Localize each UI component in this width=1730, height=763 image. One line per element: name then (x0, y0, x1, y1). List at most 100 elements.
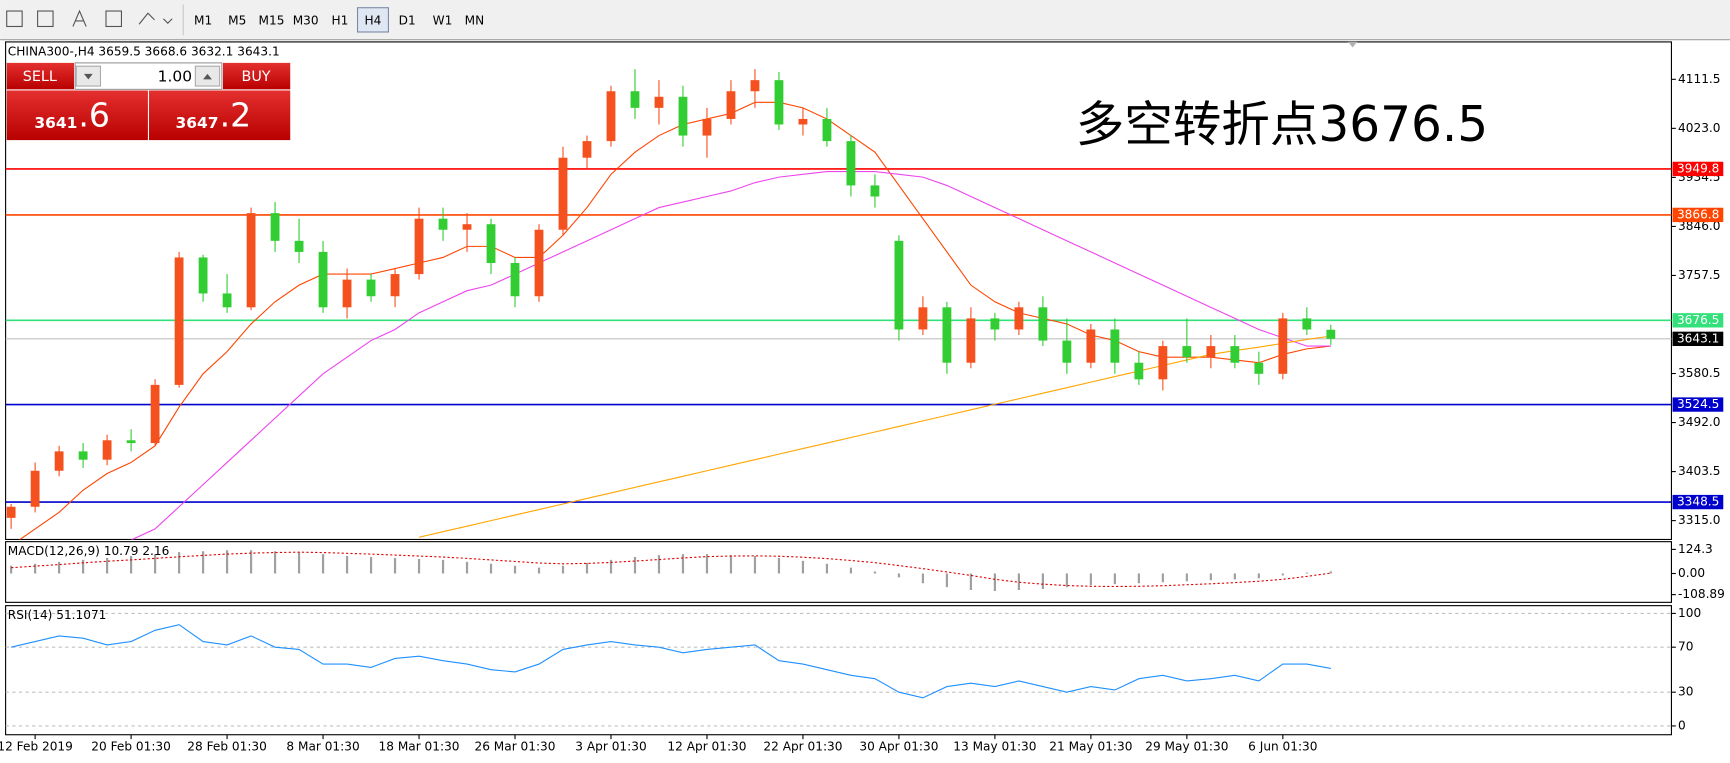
candle-body (198, 257, 208, 294)
x-tick-label: 28 Feb 01:30 (187, 739, 267, 753)
sell-label[interactable]: SELL (23, 69, 57, 85)
candle-body (126, 440, 136, 444)
level-label-box (1672, 331, 1724, 347)
candle-body (222, 293, 232, 308)
level-label: 3866.8 (1677, 207, 1719, 221)
sell-button[interactable] (6, 62, 75, 90)
candle-body (1038, 307, 1048, 341)
x-tick-label: 6 Jun 01:30 (1248, 739, 1317, 753)
candle-body (942, 307, 952, 363)
candle-body (990, 318, 1000, 330)
toolbar (0, 0, 1730, 40)
rsi-line (10, 624, 1331, 699)
timeframe-label[interactable]: D1 (399, 13, 416, 27)
candle-body (1062, 340, 1072, 363)
timeframe-label[interactable]: M5 (228, 13, 246, 27)
tool-text[interactable] (72, 9, 87, 27)
rsi-panel (5, 605, 1672, 736)
timeframe-label[interactable]: H1 (331, 13, 348, 27)
candle-body (174, 257, 184, 385)
candle-body (1230, 346, 1240, 363)
candle-body (1182, 346, 1192, 358)
candle-body (366, 279, 376, 297)
candle-body (558, 157, 568, 230)
chart-header: CHINA300-,H4 3659.5 3668.6 3632.1 3643.1 (8, 44, 280, 58)
tool-label[interactable] (105, 10, 122, 28)
buy-button[interactable] (222, 62, 291, 90)
timeframe-label[interactable]: M15 (259, 13, 285, 27)
macd-signal (11, 551, 1331, 588)
candle-body (318, 251, 328, 308)
level-label-box (1672, 161, 1724, 177)
moving-average (130, 171, 1331, 540)
candle-body (894, 240, 904, 330)
lot-decrease-icon (83, 73, 93, 80)
candle-body (654, 96, 664, 108)
y-tick-label: 70 (1678, 640, 1693, 654)
candle-body (342, 279, 352, 308)
candle-body (1302, 318, 1312, 330)
candle-body (1254, 362, 1264, 374)
y-tick-label: 4023.0 (1678, 121, 1720, 135)
candle-body (246, 213, 256, 308)
ask-main: 3647 (176, 114, 219, 132)
candle-body (726, 91, 736, 119)
tool-grid[interactable] (37, 10, 54, 28)
candle-body (438, 218, 448, 230)
level-label: 3643.1 (1677, 331, 1719, 345)
candle-body (798, 118, 808, 125)
macd-plot (10, 550, 1332, 591)
lot-value[interactable]: 1.00 (158, 68, 192, 86)
y-tick-label: 30 (1678, 685, 1693, 699)
rsi-title: RSI(14) 51.1071 (8, 608, 107, 622)
x-tick-label: 29 May 01:30 (1145, 739, 1228, 753)
axes: 4111.54023.03934.53846.03757.53580.53492… (0, 72, 1725, 754)
candle-body (78, 451, 88, 460)
y-tick-label: 124.3 (1678, 542, 1713, 556)
ask-box[interactable] (149, 90, 291, 141)
buy-label[interactable]: BUY (241, 69, 270, 85)
y-tick-label: 0.00 (1678, 566, 1705, 580)
candle-body (534, 229, 544, 297)
bid-box[interactable] (6, 90, 148, 141)
ask-frac: .2 (220, 95, 252, 134)
level-label: 3524.5 (1677, 397, 1719, 411)
level-label-box (1672, 207, 1724, 223)
tool-crosshair[interactable] (6, 10, 23, 28)
x-tick-label: 12 Feb 2019 (0, 739, 73, 753)
candle-body (630, 91, 640, 108)
toolbar-tools[interactable] (6, 9, 173, 28)
timeframe-button[interactable] (356, 7, 389, 33)
lot-increase-icon (203, 73, 212, 80)
main-panel (5, 41, 1672, 541)
candle-body (510, 262, 520, 297)
candle-body (6, 506, 16, 518)
macd-title: MACD(12,26,9) 10.79 2.16 (8, 544, 170, 558)
level-label-box (1672, 313, 1724, 328)
x-tick-label: 30 Apr 01:30 (859, 739, 938, 753)
timeframe-label[interactable]: M30 (293, 13, 319, 27)
timeframe-label[interactable]: MN (465, 13, 485, 27)
y-tick-label: 4111.5 (1678, 72, 1720, 86)
rsi-plot (5, 612, 1672, 727)
timeframe-label[interactable]: H4 (365, 13, 382, 27)
timeframe-label[interactable]: M1 (194, 13, 212, 27)
y-tick-label: 3580.5 (1678, 366, 1720, 380)
x-tick-label: 12 Apr 01:30 (667, 739, 746, 753)
candle-body (822, 118, 832, 142)
timeframe-label[interactable]: W1 (433, 13, 453, 27)
candle-body (1134, 362, 1144, 380)
x-tick-label: 18 Mar 01:30 (379, 739, 460, 753)
candle-body (54, 451, 64, 471)
candle-body (1110, 329, 1120, 363)
y-tick-label: 3403.5 (1678, 464, 1720, 478)
level-label-box (1672, 494, 1724, 510)
level-label-box (1672, 397, 1724, 412)
annotation: 多空转折点3676.5 (1076, 97, 1488, 153)
candle-body (414, 218, 424, 275)
y-tick-label: 0 (1678, 718, 1686, 732)
tool-shapes[interactable] (138, 12, 173, 25)
level-label: 3348.5 (1677, 495, 1719, 509)
shift-marker (1348, 41, 1358, 48)
